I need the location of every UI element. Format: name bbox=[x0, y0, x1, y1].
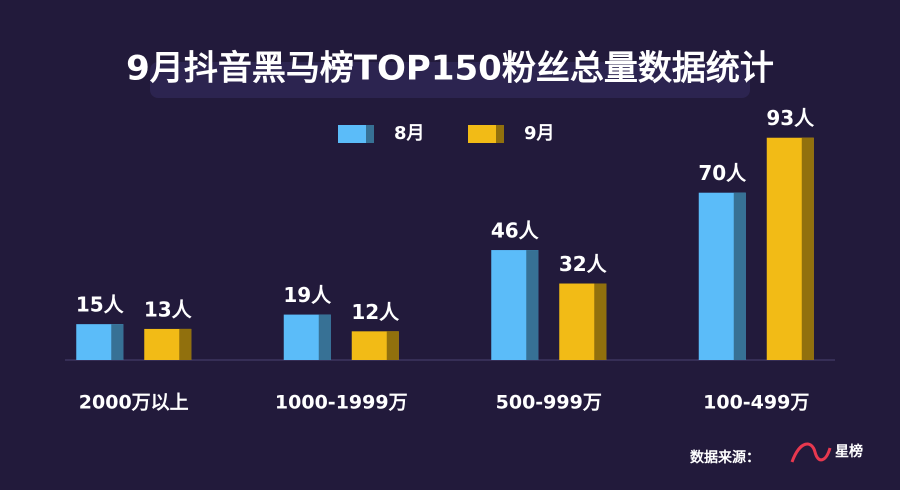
bar-side bbox=[111, 324, 124, 360]
chart-title: 9月抖音黑马榜TOP150粉丝总量数据统计 bbox=[126, 49, 774, 89]
title-backdrop bbox=[150, 62, 750, 98]
legend-swatch bbox=[338, 125, 374, 143]
x-tick-label: 1000-1999万 bbox=[275, 392, 408, 414]
bar-side bbox=[733, 192, 746, 360]
source-label: 数据来源： bbox=[690, 449, 760, 466]
x-tick-label: 100-499万 bbox=[703, 392, 809, 414]
bar-side bbox=[526, 250, 539, 360]
value-label: 19人 bbox=[283, 283, 332, 307]
legend-label: 8月 bbox=[394, 123, 425, 144]
value-label: 12人 bbox=[351, 300, 400, 324]
bar-side bbox=[801, 137, 814, 360]
legend-label: 9月 bbox=[524, 123, 555, 144]
x-tick-label: 2000万以上 bbox=[79, 392, 189, 414]
bar-side bbox=[179, 328, 192, 360]
bar-side bbox=[386, 331, 399, 360]
value-label: 15人 bbox=[76, 293, 125, 317]
bar-side bbox=[594, 283, 607, 360]
legend-swatch-side bbox=[496, 125, 504, 143]
source-logo-icon bbox=[790, 442, 832, 463]
value-label: 93人 bbox=[766, 106, 815, 130]
value-label: 70人 bbox=[698, 161, 747, 185]
source-logo: 星榜 bbox=[835, 443, 863, 460]
value-label: 32人 bbox=[559, 252, 608, 276]
legend-swatch bbox=[468, 125, 504, 143]
legend-swatch-side bbox=[366, 125, 374, 143]
value-label: 46人 bbox=[491, 219, 540, 243]
bar-side bbox=[318, 314, 331, 360]
value-label: 13人 bbox=[144, 297, 193, 321]
x-tick-label: 500-999万 bbox=[496, 392, 602, 414]
